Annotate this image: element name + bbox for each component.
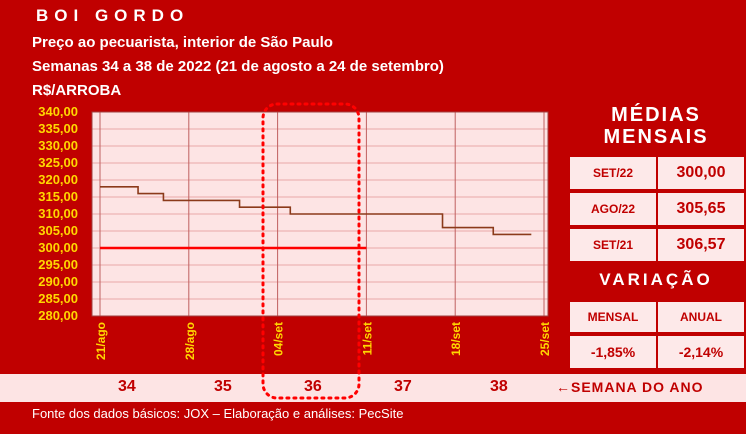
- y-tick-label: 280,00: [38, 308, 78, 323]
- medias-title: MÉDIAS MENSAIS: [568, 104, 744, 148]
- media-value-set21: 306,57: [658, 229, 744, 261]
- variacao-anual-label: ANUAL: [658, 302, 744, 332]
- media-value-ago22: 305,65: [658, 193, 744, 225]
- medias-title-line1: MÉDIAS: [611, 104, 701, 126]
- week-35: 35: [214, 378, 232, 395]
- week-36: 36: [304, 378, 322, 395]
- y-tick-label: 335,00: [38, 121, 78, 136]
- y-tick-label: 300,00: [38, 240, 78, 255]
- y-tick-label: 325,00: [38, 155, 78, 170]
- media-label-set22: SET/22: [570, 157, 656, 189]
- y-tick-label: 340,00: [38, 104, 78, 119]
- x-tick-label: 28/ago: [183, 322, 197, 360]
- week-axis-label: ←SEMANA DO ANO: [556, 379, 704, 395]
- variacao-title: VARIAÇÃO: [599, 270, 713, 289]
- y-tick-label: 305,00: [38, 223, 78, 238]
- subtitle: Preço ao pecuarista, interior de São Pau…: [32, 34, 333, 51]
- y-tick-label: 320,00: [38, 172, 78, 187]
- x-tick-label: 21/ago: [94, 322, 108, 360]
- unit-label: R$/ARROBA: [32, 82, 122, 99]
- media-label-set21: SET/21: [570, 229, 656, 261]
- y-tick-label: 285,00: [38, 291, 78, 306]
- x-tick-label: 18/set: [449, 322, 463, 356]
- x-tick-label: 25/set: [538, 322, 552, 356]
- variacao-anual-value: -2,14%: [658, 336, 744, 368]
- medias-title-line2: MENSAIS: [603, 126, 709, 148]
- variacao-mensal-label: MENSAL: [570, 302, 656, 332]
- header: BOI GORDO Preço ao pecuarista, interior …: [0, 0, 746, 100]
- y-tick-label: 310,00: [38, 206, 78, 221]
- week-bar: [0, 374, 746, 402]
- media-value-set22: 300,00: [658, 157, 744, 189]
- x-tick-label: 11/set: [360, 322, 374, 355]
- page-title: BOI GORDO: [36, 6, 190, 25]
- week-38: 38: [490, 378, 508, 395]
- x-tick-label: 04/set: [272, 322, 286, 356]
- left-arrow-icon: ←: [556, 379, 571, 395]
- price-chart: 340,00 335,00 330,00 325,00 320,00 315,00 310,…: [38, 104, 552, 360]
- media-label-ago22: AGO/22: [570, 193, 656, 225]
- y-tick-label: 290,00: [38, 274, 78, 289]
- y-tick-label: 330,00: [38, 138, 78, 153]
- week-34: 34: [118, 378, 136, 395]
- y-tick-label: 295,00: [38, 257, 78, 272]
- variacao-mensal-value: -1,85%: [570, 336, 656, 368]
- y-tick-label: 315,00: [38, 189, 78, 204]
- footer-source: Fonte dos dados básicos: JOX – Elaboraçã…: [32, 406, 404, 421]
- week-axis-text: SEMANA DO ANO: [571, 379, 704, 395]
- week-37: 37: [394, 378, 412, 395]
- date-range: Semanas 34 a 38 de 2022 (21 de agosto a …: [32, 58, 444, 75]
